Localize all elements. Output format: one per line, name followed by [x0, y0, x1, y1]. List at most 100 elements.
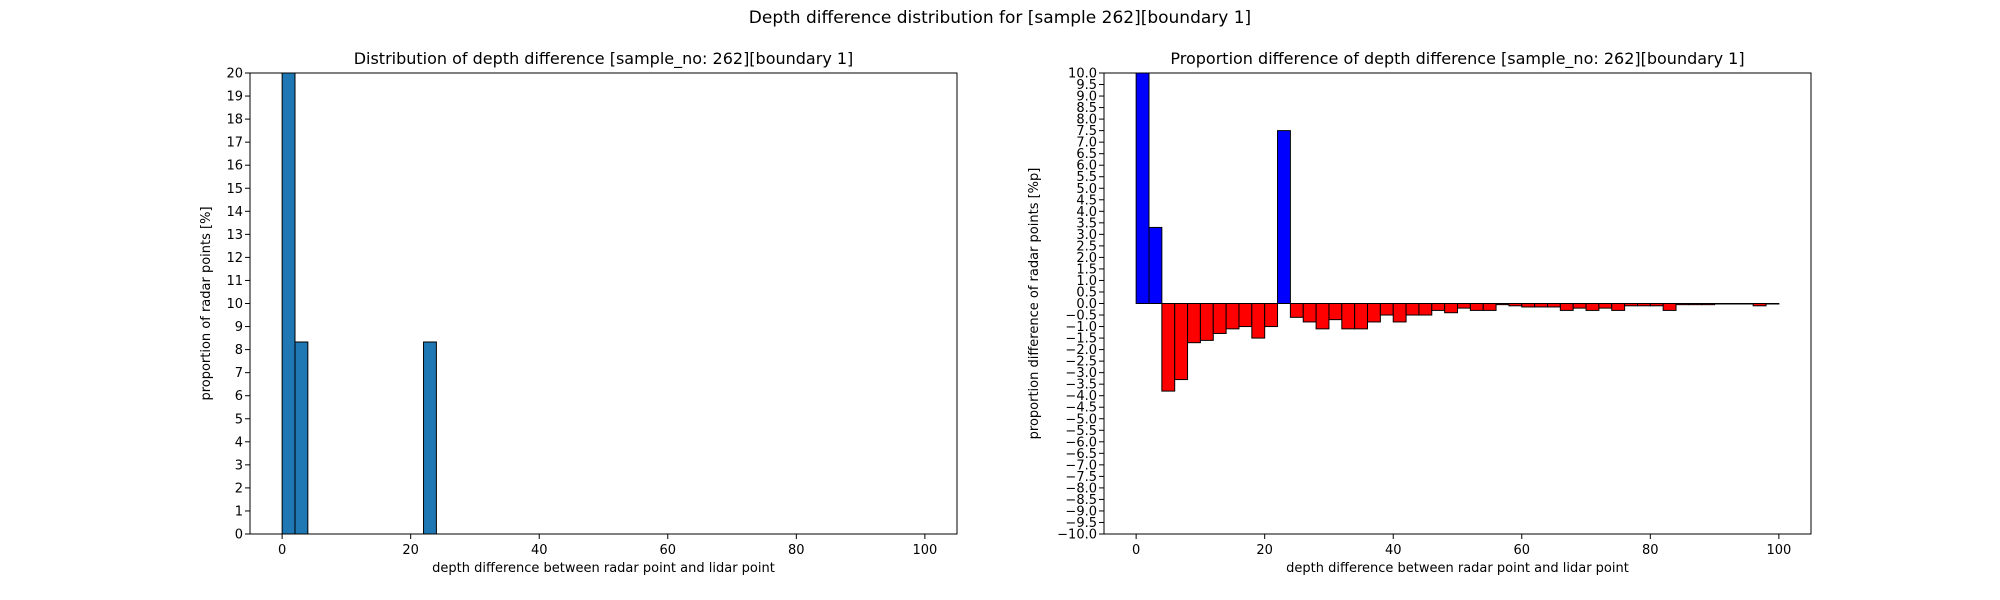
bar — [1444, 303, 1459, 314]
bar — [1367, 303, 1381, 323]
y-tick-label: −1.0 — [1065, 320, 1097, 335]
y-tick-label: −0.5 — [1065, 309, 1097, 324]
bar — [1405, 303, 1420, 316]
figure-suptitle: Depth difference distribution for [sampl… — [748, 8, 1252, 28]
y-tick-label: 0.5 — [1076, 285, 1097, 300]
y-tick-label: 10 — [226, 297, 243, 312]
bar — [1572, 303, 1587, 309]
y-tick-label: −2.0 — [1065, 343, 1097, 358]
y-tick-label: 7 — [235, 366, 243, 381]
bar — [1649, 303, 1664, 307]
y-tick-label: 5.5 — [1076, 170, 1097, 185]
bar — [1752, 303, 1767, 307]
x-tick-label: 100 — [1766, 543, 1791, 558]
y-tick-label: 10.0 — [1068, 67, 1097, 82]
y-tick-label: 13 — [226, 228, 243, 243]
y-tick-label: 4.0 — [1076, 205, 1097, 220]
y-tick-label: 0.0 — [1076, 297, 1097, 312]
bar — [1714, 303, 1728, 305]
x-tick-label: 20 — [1256, 543, 1273, 558]
x-tick-label: 100 — [912, 543, 937, 558]
right-chart: 0 20 40 60 80 100 −10.0−9.5−9.0−8.5−8.0−7.5−7.… — [1027, 49, 1812, 576]
bar — [1546, 303, 1561, 308]
bar — [1521, 303, 1536, 308]
y-tick-label: 7.5 — [1076, 124, 1097, 139]
y-tick-label: 4.5 — [1076, 193, 1097, 208]
y-tick-label: 1.5 — [1076, 262, 1097, 277]
bar — [1392, 303, 1407, 323]
y-tick-label: 16 — [226, 159, 243, 174]
bar — [1495, 303, 1510, 306]
y-tick-label: −8.0 — [1065, 481, 1097, 496]
y-tick-label: 7.0 — [1076, 136, 1097, 151]
y-axis-label: proportion of radar points [%] — [199, 206, 214, 400]
y-tick-label: −4.0 — [1065, 389, 1097, 404]
y-tick-label: 2 — [235, 481, 243, 496]
bar — [423, 341, 437, 535]
y-tick-label: 11 — [226, 274, 243, 289]
bar — [1598, 303, 1613, 309]
y-tick-label: 8.5 — [1076, 101, 1097, 116]
y-tick-label: −3.5 — [1065, 378, 1097, 393]
bar — [1636, 303, 1651, 307]
bar — [1611, 303, 1626, 311]
bar — [1701, 303, 1716, 306]
bar — [1482, 303, 1497, 311]
bar — [1135, 72, 1150, 304]
y-tick-label: −8.5 — [1065, 493, 1097, 508]
bar — [1726, 303, 1741, 305]
bar — [1238, 303, 1253, 328]
y-tick-label: 18 — [226, 113, 243, 128]
y-tick-label: 4 — [235, 435, 243, 450]
y-tick-label: 14 — [226, 205, 243, 220]
bar — [1354, 303, 1369, 330]
bar — [1264, 303, 1279, 328]
bar — [281, 72, 296, 535]
x-tick-label: 60 — [1513, 543, 1530, 558]
bar — [1187, 303, 1201, 344]
bar — [1277, 130, 1291, 304]
bar — [1585, 303, 1600, 311]
y-tick-label: 9 — [235, 320, 243, 335]
y-tick-label: −7.5 — [1065, 470, 1097, 485]
y-tick-label: 3.0 — [1076, 228, 1097, 243]
bar — [1148, 226, 1163, 304]
bar — [1469, 303, 1484, 311]
bar — [1739, 303, 1754, 305]
x-tick-label: 60 — [659, 543, 676, 558]
y-tick-label: 3 — [235, 458, 243, 473]
y-tick-label: 3.5 — [1076, 216, 1097, 231]
y-tick-label: 17 — [226, 136, 243, 151]
y-tick-label: 8 — [235, 343, 243, 358]
y-axis-label: proportion difference of radar points [%… — [1027, 168, 1042, 440]
bar — [1251, 303, 1266, 339]
x-tick-label: 0 — [1132, 543, 1140, 558]
bar — [1765, 303, 1780, 305]
y-tick-label: 19 — [226, 90, 243, 105]
y-tick-label: −5.5 — [1065, 424, 1097, 439]
bar — [1199, 303, 1214, 341]
bar — [1379, 303, 1394, 316]
y-tick-label: −9.0 — [1065, 504, 1097, 519]
bar — [1624, 303, 1638, 307]
left-chart: 0 20 40 60 80 1000123456789101112131415161718… — [199, 49, 958, 576]
y-tick-label: 20 — [226, 67, 243, 82]
y-tick-label: −4.5 — [1065, 401, 1097, 416]
bar — [1508, 303, 1523, 307]
bar — [1534, 303, 1548, 308]
y-tick-label: −6.5 — [1065, 447, 1097, 462]
y-tick-label: 6 — [235, 389, 243, 404]
x-tick-label: 0 — [278, 543, 286, 558]
x-tick-label: 80 — [1642, 543, 1659, 558]
bar — [1418, 303, 1433, 316]
bar — [1174, 303, 1189, 381]
y-tick-label: 0 — [235, 528, 243, 543]
y-tick-label: 1 — [235, 504, 243, 519]
y-tick-label: 5.0 — [1076, 182, 1097, 197]
axes-frame — [249, 72, 958, 535]
bar — [1431, 303, 1446, 311]
bar — [1559, 303, 1574, 311]
chart-title: Proportion difference of depth differenc… — [1170, 49, 1744, 69]
y-tick-label: 15 — [226, 182, 243, 197]
